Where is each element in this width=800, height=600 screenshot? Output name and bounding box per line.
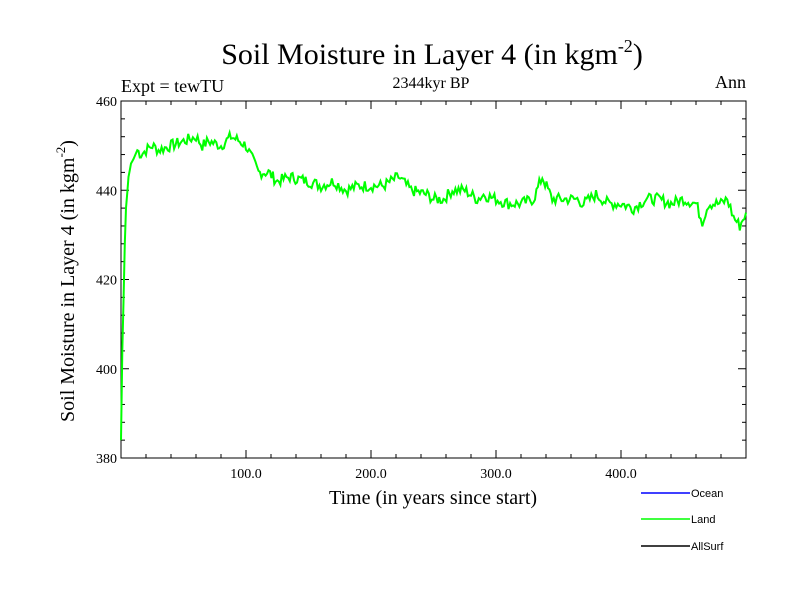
experiment-label: Expt = tewTU	[121, 76, 224, 96]
x-tick-label: 300.0	[480, 467, 512, 482]
series-group	[120, 128, 747, 441]
legend-label-ocean: Ocean	[691, 488, 723, 500]
series-line-land	[120, 128, 747, 441]
x-tick-label: 200.0	[355, 467, 387, 482]
chart-subtitle: 2344kyr BP	[393, 75, 470, 92]
x-axis-label: Time (in years since start)	[329, 487, 537, 509]
legend: Ocean Land AllSurf	[641, 488, 724, 553]
y-tick-label: 380	[96, 452, 117, 467]
legend-label-allsurf: AllSurf	[691, 541, 724, 553]
legend-label-land: Land	[691, 514, 715, 526]
x-tick-label: 100.0	[230, 467, 262, 482]
axis-tick-labels: 100.0 200.0 300.0 400.0 380 400 420 440 460	[96, 95, 637, 482]
y-axis-label: Soil Moisture in Layer 4 (in kgm-2)	[53, 140, 79, 422]
y-tick-label: 420	[96, 274, 117, 289]
y-tick-label: 440	[96, 184, 117, 199]
plot-frame	[120, 100, 747, 459]
y-tick-label: 400	[96, 363, 117, 378]
season-label: Ann	[715, 72, 746, 92]
chart-title: Soil Moisture in Layer 4 (in kgm-2)	[221, 36, 643, 71]
x-tick-label: 400.0	[605, 467, 637, 482]
axis-ticks	[121, 100, 746, 459]
y-tick-label: 460	[96, 95, 117, 110]
